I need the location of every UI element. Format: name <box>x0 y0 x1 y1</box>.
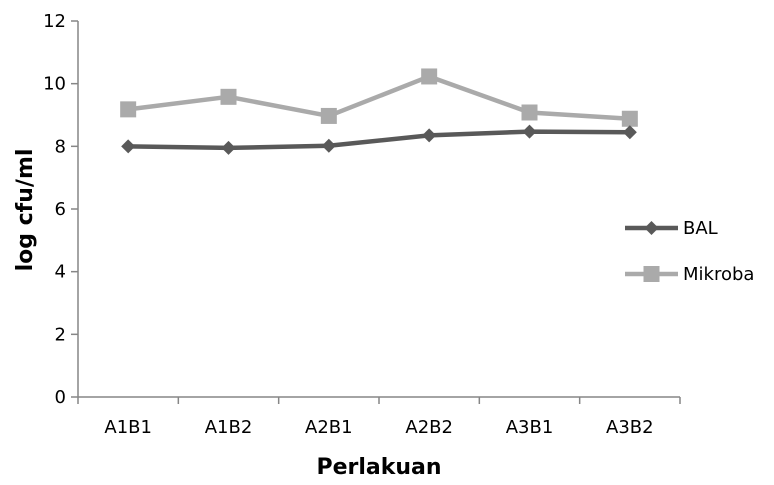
legend-label-mikroba: Mikroba <box>683 264 754 285</box>
data-point-bal <box>522 124 537 139</box>
y-tick-label: 6 <box>55 199 66 220</box>
y-tick-label: 0 <box>55 387 66 408</box>
data-point-bal <box>121 139 136 154</box>
axes <box>77 21 680 398</box>
y-tick-label: 4 <box>55 262 66 283</box>
y-tick-label: 2 <box>55 324 66 345</box>
x-tick-label: A2B2 <box>405 417 453 438</box>
x-axis-ticks: A1B1 A1B2 A2B1 A2B2 A3B1 A3B2 <box>77 397 681 438</box>
y-tick-label: 12 <box>43 11 66 32</box>
x-tick-label: A1B1 <box>104 417 152 438</box>
legend-marker-bal <box>644 221 659 235</box>
series-bal <box>121 124 637 155</box>
y-tick-label: 10 <box>43 74 66 95</box>
series-line-bal <box>128 129 630 151</box>
x-tick-label: A1B2 <box>205 417 253 438</box>
data-point-mikroba <box>320 107 337 124</box>
series-line-mikroba <box>127 74 630 122</box>
data-point-bal <box>422 128 437 143</box>
legend-label-bal: BAL <box>683 218 718 239</box>
data-point-bal <box>221 140 236 155</box>
x-tick-label: A3B2 <box>606 417 654 438</box>
series-mikroba <box>120 68 638 127</box>
x-tick-label: A3B1 <box>506 417 554 438</box>
data-point-mikroba <box>521 104 538 121</box>
legend-marker-mikroba <box>643 266 660 282</box>
data-point-mikroba <box>220 88 237 105</box>
x-tick-label: A2B1 <box>305 417 353 438</box>
y-axis-ticks: 0 2 4 6 8 10 12 <box>43 11 78 408</box>
y-axis-title: log cfu/ml <box>13 149 38 272</box>
data-point-bal <box>321 138 336 153</box>
data-point-mikroba <box>421 68 438 85</box>
series-layer <box>120 68 638 155</box>
data-point-bal <box>622 125 637 140</box>
legend-item-mikroba: Mikroba <box>625 264 754 285</box>
legend: BAL Mikroba <box>625 218 754 285</box>
data-point-mikroba <box>120 101 137 118</box>
x-axis-title: Perlakuan <box>316 455 441 480</box>
legend-item-bal: BAL <box>625 218 718 239</box>
y-tick-label: 8 <box>55 136 66 157</box>
data-point-mikroba <box>621 110 638 127</box>
